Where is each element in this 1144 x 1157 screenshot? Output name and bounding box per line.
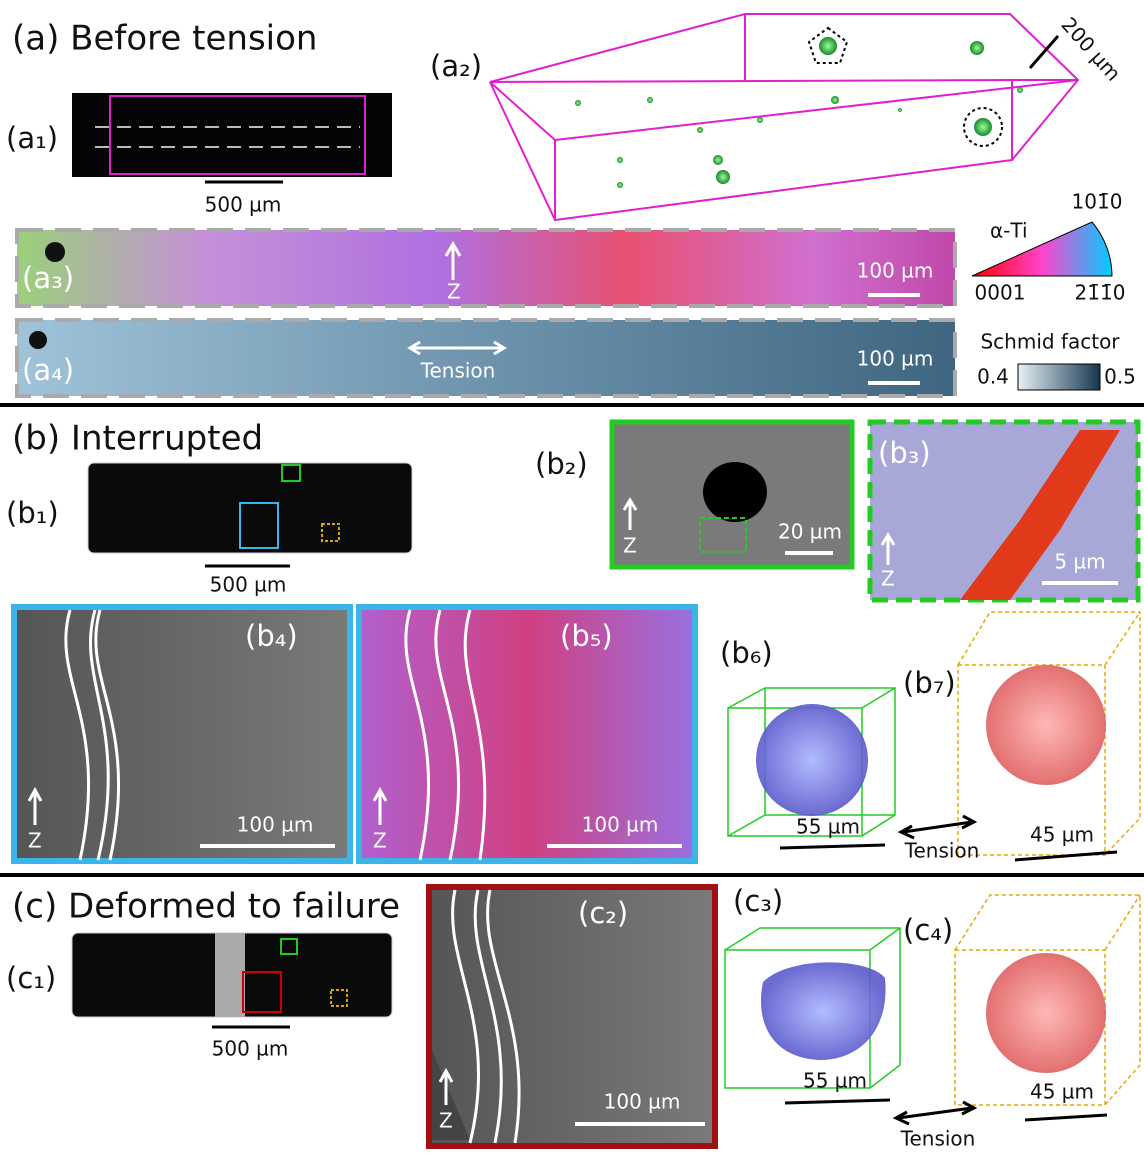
ipf-phase: α-Ti [990, 219, 1028, 243]
pore-3d [986, 665, 1106, 785]
section-title: (b) Interrupted [12, 419, 263, 459]
colorbar-min: 0.4 [977, 365, 1009, 389]
panel-label: (c₃) [733, 884, 783, 918]
fracture-region [215, 933, 245, 1017]
tension-label: Tension [900, 1127, 976, 1151]
z-label: Z [881, 567, 895, 591]
specimen-image [88, 463, 412, 553]
tension-arrow [901, 816, 974, 838]
scale-label: 55 µm [796, 815, 860, 839]
tension-label: Tension [420, 359, 496, 383]
pore [29, 331, 47, 349]
panel-label: (a₄) [22, 353, 74, 387]
scale-label: 5 µm [1054, 550, 1105, 574]
panel-label: (c₂) [578, 896, 628, 930]
volume-box [490, 14, 1078, 220]
pore-3d [986, 953, 1106, 1073]
scale-bar [1025, 1115, 1107, 1120]
panel-label: (a₃) [22, 261, 74, 295]
panel-label: (b₇) [903, 666, 956, 700]
scale-bar [780, 845, 885, 848]
z-label: Z [623, 534, 637, 558]
panel-label: (b₄) [245, 619, 298, 653]
colorbar-title: Schmid factor [980, 330, 1120, 354]
scale-label: 45 µm [1030, 823, 1094, 847]
separator [0, 873, 1144, 877]
ipf-label: 21̄1̄0 [1075, 281, 1126, 305]
scale-label: 500 µm [210, 573, 287, 597]
separator [0, 403, 1144, 407]
panel-label: (a₁) [6, 121, 58, 155]
scale-bar [785, 1100, 890, 1103]
z-label: Z [447, 280, 461, 304]
scale-label: 20 µm [778, 520, 842, 544]
body: (a) Before tension (a₁) 500 µm (a₂) 200 … [0, 0, 1144, 1157]
scale-label: 200 µm [1057, 12, 1126, 85]
panel-label: (c₁) [6, 961, 56, 995]
pore-3d [756, 704, 868, 816]
scale-label: 100 µm [857, 347, 934, 371]
z-label: Z [373, 829, 387, 853]
panel-label: (b₃) [878, 436, 931, 470]
scale-label: 100 µm [582, 813, 659, 837]
pore-3d [761, 962, 886, 1060]
panel-label: (c₄) [903, 913, 953, 947]
scale-bar [1015, 852, 1117, 860]
figure: (a) Before tension (a₁) 500 µm (a₂) 200 … [0, 0, 1144, 1157]
panel-label: (b₂) [535, 447, 588, 481]
page: {"a": {"title": "(a) Before tension", "a… [0, 0, 1144, 1157]
scale-label: 55 µm [803, 1069, 867, 1093]
z-label: Z [439, 1109, 453, 1133]
tension-arrow [896, 1102, 974, 1124]
ipf-label: 101̄0 [1072, 190, 1123, 214]
pore [45, 242, 65, 262]
section-title: (c) Deformed to failure [12, 887, 400, 927]
panel-label: (b₆) [720, 636, 773, 670]
colorbar-max: 0.5 [1104, 365, 1136, 389]
ipf-label: 0001 [975, 281, 1026, 305]
scale-label: 500 µm [205, 193, 282, 217]
z-label: Z [28, 829, 42, 853]
pore [703, 462, 767, 522]
colorbar [1018, 364, 1100, 390]
panel-label: (b₅) [560, 619, 613, 653]
scale-label: 500 µm [212, 1037, 289, 1061]
tension-label: Tension [904, 839, 980, 863]
scale-label: 100 µm [604, 1090, 681, 1114]
section-title: (a) Before tension [12, 19, 317, 59]
specimen-image [72, 93, 392, 177]
scale-label: 45 µm [1030, 1080, 1094, 1104]
panel-label: (b₁) [6, 496, 59, 530]
scale-bar [1030, 36, 1058, 68]
scale-label: 100 µm [237, 813, 314, 837]
ipf-map [17, 230, 955, 306]
scale-label: 100 µm [857, 259, 934, 283]
panel-label: (a₂) [430, 49, 482, 83]
